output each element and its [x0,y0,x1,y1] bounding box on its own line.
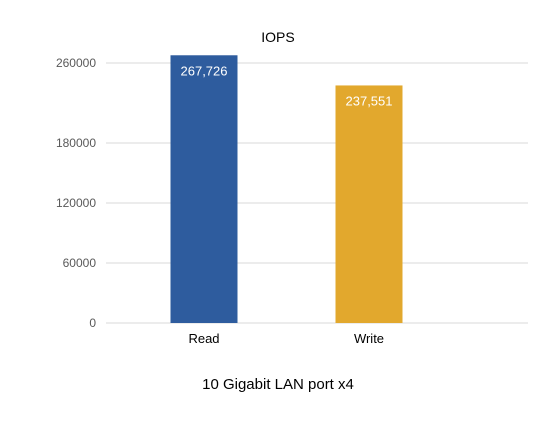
bar-write [335,85,403,323]
bar-read [170,55,238,324]
data-label-read: 267,726 [181,63,228,78]
chart-title: IOPS [261,29,294,45]
category-label-read: Read [188,331,219,346]
grid-lines [106,62,528,324]
y-tick-label: 260000 [56,56,96,70]
bars [170,55,403,324]
data-label-write: 237,551 [346,93,393,108]
category-label-write: Write [354,331,384,346]
data-labels: 267,726 237,551 [181,63,393,108]
y-tick-label: 180000 [56,136,96,150]
y-tick-label: 60000 [63,256,97,270]
x-axis-category-labels: Read Write [188,331,384,346]
x-axis-label: 10 Gigabit LAN port x4 [202,376,354,393]
y-tick-label: 120000 [56,196,96,210]
y-tick-label: 0 [89,316,96,330]
y-axis-tick-labels: 0 60000 120000 180000 260000 [56,56,96,330]
